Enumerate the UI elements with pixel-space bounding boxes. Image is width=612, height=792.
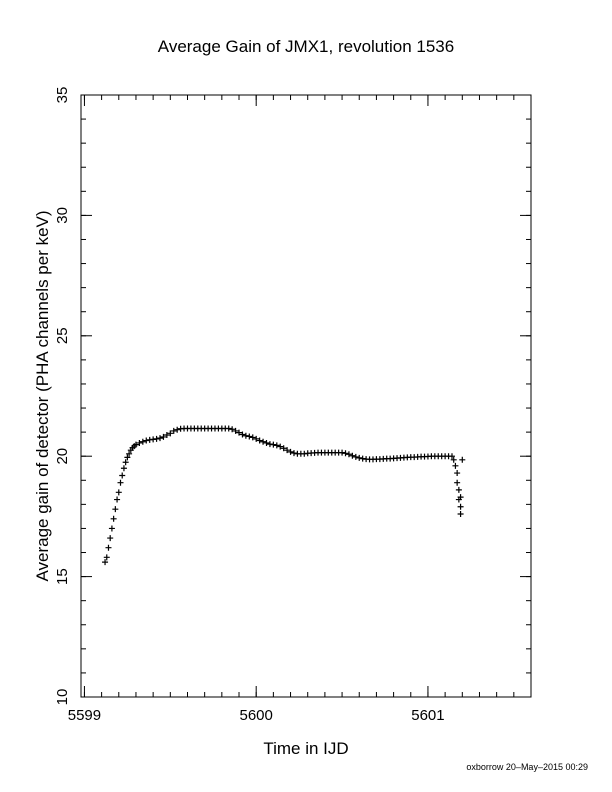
data-point <box>167 430 174 437</box>
data-point <box>345 451 352 458</box>
data-point <box>132 441 139 448</box>
data-point <box>126 450 133 457</box>
y-tick-label: 10 <box>54 689 71 706</box>
data-point <box>143 437 150 444</box>
y-tick-label: 20 <box>54 448 71 465</box>
footer-credit: oxborrow 20–May–2015 00:29 <box>466 762 588 772</box>
data-point <box>263 439 270 446</box>
data-point <box>174 426 181 433</box>
data-point <box>110 515 117 522</box>
data-series <box>102 425 466 566</box>
data-point <box>120 465 127 472</box>
data-point <box>454 479 461 486</box>
x-axis-label: Time in IJD <box>263 739 348 758</box>
data-point <box>457 510 464 517</box>
data-point <box>280 445 287 452</box>
data-point <box>457 503 464 510</box>
data-point <box>239 431 246 438</box>
data-point <box>457 494 464 501</box>
data-point <box>105 544 112 551</box>
data-point <box>102 559 109 566</box>
data-point <box>454 470 461 477</box>
data-point <box>448 453 455 460</box>
data-point <box>249 434 256 441</box>
data-point <box>139 438 146 445</box>
data-point <box>122 459 129 466</box>
data-point <box>452 462 459 469</box>
y-tick-label: 35 <box>54 87 71 104</box>
data-point <box>242 432 249 439</box>
data-point <box>157 435 164 442</box>
x-tick-label: 5599 <box>68 707 101 724</box>
data-point <box>112 506 119 513</box>
data-point <box>352 453 359 460</box>
data-point <box>119 472 126 479</box>
axis-ticks <box>81 94 532 698</box>
data-point <box>284 447 291 454</box>
y-tick-label: 15 <box>54 568 71 585</box>
data-point <box>124 454 131 461</box>
data-point <box>163 432 170 439</box>
data-point <box>349 452 356 459</box>
data-point <box>455 486 462 493</box>
plot-frame <box>80 94 532 698</box>
data-point <box>342 450 349 457</box>
chart-title: Average Gain of JMX1, revolution 1536 <box>158 37 454 56</box>
data-point <box>225 425 232 432</box>
x-tick-label: 5600 <box>240 707 273 724</box>
data-point <box>287 448 294 455</box>
data-point <box>136 439 143 446</box>
data-point <box>170 427 177 434</box>
data-point <box>232 427 239 434</box>
data-point <box>103 554 110 561</box>
data-point <box>229 426 236 433</box>
data-point <box>256 437 263 444</box>
data-point <box>273 442 280 449</box>
data-point <box>339 449 346 456</box>
data-point <box>290 450 297 457</box>
data-point <box>153 435 160 442</box>
y-axis-label: Average gain of detector (PHA channels p… <box>33 210 52 581</box>
data-point <box>108 525 115 532</box>
data-point <box>277 443 284 450</box>
data-point <box>107 535 114 542</box>
data-point <box>253 435 260 442</box>
data-point <box>115 489 122 496</box>
data-point <box>459 456 466 463</box>
data-point <box>114 496 121 503</box>
data-point <box>450 456 457 463</box>
data-point <box>356 454 363 461</box>
data-point <box>117 479 124 486</box>
data-point <box>246 433 253 440</box>
data-point <box>236 429 243 436</box>
y-tick-label: 25 <box>54 327 71 344</box>
data-point <box>260 438 267 445</box>
data-point <box>160 433 167 440</box>
y-tick-label: 30 <box>54 207 71 224</box>
axis-tick-labels: 5599 5600 5601 10 15 20 25 30 35 <box>54 87 445 724</box>
data-point <box>270 441 277 448</box>
x-tick-label: 5601 <box>411 707 444 724</box>
